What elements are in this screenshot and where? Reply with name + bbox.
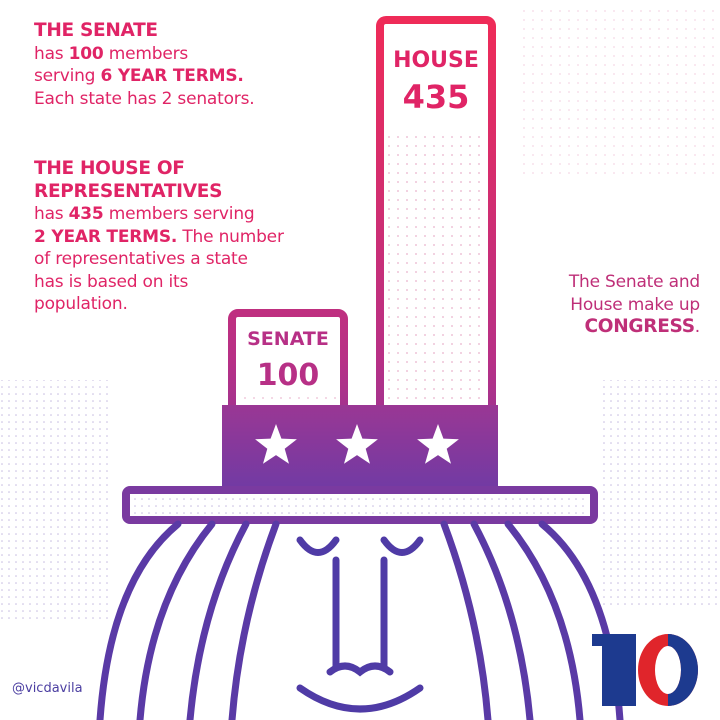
artist-credit: @vicdavila [12, 681, 83, 696]
face [296, 536, 424, 713]
senate-heading: THE SENATE [34, 20, 158, 41]
house-bar-value: 435 [403, 78, 470, 116]
house-line-5: of representatives a state [34, 249, 248, 269]
dot-texture-right [600, 380, 720, 610]
house-line-4: 2 YEAR TERMS. The number [34, 226, 284, 247]
dot-texture-top-right [520, 10, 720, 180]
senate-bar-label: SENATE [247, 328, 329, 350]
star-icon [336, 424, 378, 464]
congress-line-1: The Senate and [568, 272, 700, 292]
dot-texture-left [0, 380, 110, 620]
senate-bar-value: 100 [257, 358, 320, 393]
congress-line-3: CONGRESS. [584, 316, 701, 337]
house-heading-2: REPRESENTATIVES [34, 180, 223, 202]
senate-description: THE SENATE has 100 members serving 6 YEA… [34, 20, 255, 110]
hat-band [222, 405, 498, 487]
house-heading-1: THE HOUSE OF [34, 158, 185, 179]
congress-line-2: House make up [570, 294, 700, 315]
house-bar [376, 16, 496, 424]
house-line-3: has 435 members serving [34, 204, 255, 224]
house-line-6: has is based on its [34, 271, 189, 292]
logo-10: 10 [592, 634, 698, 706]
congress-description: The Senate and House make up CONGRESS. [520, 271, 700, 339]
senate-line-3: serving 6 YEAR TERMS. [34, 66, 244, 86]
senate-line-2: has 100 members [34, 43, 189, 64]
star-icon [255, 424, 297, 464]
house-line-7: population. [34, 294, 128, 314]
hair-right [440, 520, 624, 720]
hair-left [96, 520, 280, 720]
senate-line-4: Each state has 2 senators. [34, 88, 255, 109]
house-bar-label: HOUSE [393, 48, 479, 73]
star-icon [417, 424, 459, 464]
house-description: THE HOUSE OF REPRESENTATIVES has 435 mem… [34, 158, 284, 316]
senate-bar [228, 309, 348, 424]
